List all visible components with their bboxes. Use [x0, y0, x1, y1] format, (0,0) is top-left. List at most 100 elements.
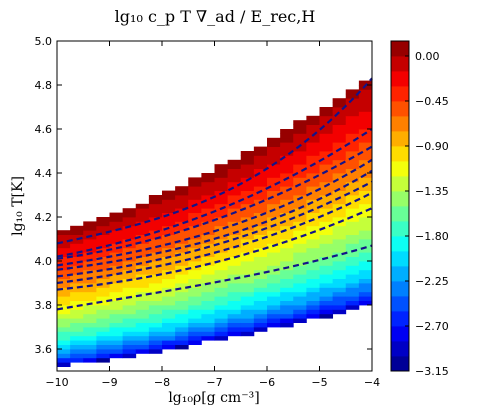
heatmap-cell: [240, 296, 255, 301]
heatmap-cell: [306, 234, 320, 240]
heatmap-cell: [267, 269, 281, 275]
heatmap-cell: [96, 357, 110, 363]
heatmap-cell: [267, 146, 281, 152]
heatmap-cell: [240, 186, 255, 191]
heatmap-cell: [188, 239, 202, 244]
contour-line: [56, 145, 373, 260]
colorbar-bin: [391, 356, 409, 372]
heatmap-cell: [135, 269, 150, 275]
heatmap-cell: [148, 340, 163, 345]
heatmap-cell: [293, 129, 307, 134]
heatmap-cell: [214, 300, 229, 306]
heatmap-cell: [70, 349, 84, 354]
heatmap-cell: [201, 305, 215, 310]
heatmap-cell: [345, 159, 360, 165]
heatmap-cell: [306, 181, 320, 187]
colorbar-tick-label: −3.15: [415, 365, 449, 378]
heatmap-cell: [162, 234, 176, 240]
heatmap-cell: [188, 291, 202, 297]
heatmap-cell: [109, 305, 124, 310]
heatmap-cell: [280, 173, 294, 178]
heatmap-cell: [135, 331, 150, 337]
heatmap-cell: [188, 313, 202, 319]
heatmap-cell: [227, 239, 242, 244]
heatmap-cell: [201, 335, 215, 341]
heatmap-cell: [122, 283, 137, 288]
heatmap-cell: [122, 234, 137, 240]
heatmap-cell: [280, 252, 294, 257]
colorbar-tick-label: −0.45: [415, 95, 449, 108]
heatmap-cell: [96, 313, 110, 319]
colorbar-bin: [391, 206, 409, 222]
heatmap-cell: [175, 252, 189, 257]
heatmap-cell: [240, 221, 255, 227]
heatmap-cell: [293, 217, 307, 222]
heatmap-cell: [201, 256, 215, 262]
heatmap-cell: [70, 252, 84, 257]
heatmap-cell: [162, 283, 176, 288]
heatmap-cell: [293, 252, 307, 257]
heatmap-cell: [201, 313, 215, 319]
heatmap-cell: [240, 278, 255, 284]
heatmap-cell: [319, 129, 334, 134]
heatmap-cell: [214, 212, 229, 218]
heatmap-cell: [148, 247, 163, 253]
heatmap-cell: [293, 159, 307, 165]
heatmap-cell: [70, 305, 84, 310]
heatmap-cell: [240, 269, 255, 275]
y-axis: 3.6 3.8 4.0 4.2 4.4 4.6 4.8 5.0: [35, 35, 372, 356]
heatmap-cell: [358, 129, 373, 134]
heatmap-cell: [214, 181, 229, 187]
heatmap-cell: [135, 296, 150, 301]
heatmap-cell: [306, 243, 320, 249]
heatmap-cell: [306, 203, 320, 209]
heatmap-cell: [227, 300, 242, 306]
heatmap-cell: [253, 155, 268, 161]
heatmap-cell: [345, 287, 360, 293]
heatmap-cell: [293, 199, 307, 205]
colorbar-tick-label: −2.70: [415, 320, 449, 333]
heatmap-cell: [214, 335, 229, 341]
heatmap-cell: [70, 274, 84, 279]
heatmap-cell: [175, 340, 189, 345]
heatmap-cell: [175, 327, 189, 332]
heatmap-cell: [57, 247, 71, 253]
heatmap-cell: [96, 331, 110, 337]
colorbar-bin: [391, 56, 409, 72]
heatmap-cell: [319, 208, 334, 213]
heatmap-cell: [148, 349, 163, 354]
heatmap-cell: [122, 230, 137, 235]
heatmap-cell: [175, 247, 189, 253]
heatmap-cell: [96, 247, 110, 253]
heatmap-cell: [319, 115, 334, 121]
heatmap-cell: [162, 309, 176, 315]
heatmap-cell: [175, 331, 189, 337]
heatmap-cell: [135, 278, 150, 284]
heatmap-cell: [306, 168, 320, 174]
heatmap-cell: [227, 309, 242, 315]
heatmap-cell: [96, 305, 110, 310]
heatmap-cell: [280, 230, 294, 235]
heatmap-cell: [70, 340, 84, 345]
heatmap-cell: [175, 274, 189, 279]
heatmap-cell: [319, 120, 334, 125]
heatmap-cell: [332, 120, 347, 125]
heatmap-cell: [240, 331, 255, 337]
heatmap-cell: [227, 181, 242, 187]
heatmap-cell: [267, 256, 281, 262]
heatmap-cell: [253, 159, 268, 165]
heatmap-cell: [57, 353, 71, 359]
heatmap-cell: [109, 340, 124, 345]
heatmap-cell: [162, 340, 176, 345]
heatmap-cell: [358, 190, 373, 196]
heatmap-cell: [175, 234, 189, 240]
heatmap-cell: [227, 190, 242, 196]
heatmap-cell: [267, 230, 281, 235]
heatmap-cell: [345, 142, 360, 147]
heatmap-cell: [70, 256, 84, 262]
heatmap-cell: [345, 221, 360, 227]
heatmap-cell: [306, 239, 320, 244]
heatmap-cell: [201, 225, 215, 231]
heatmap-cell: [332, 168, 347, 174]
heatmap-cell: [253, 225, 268, 231]
